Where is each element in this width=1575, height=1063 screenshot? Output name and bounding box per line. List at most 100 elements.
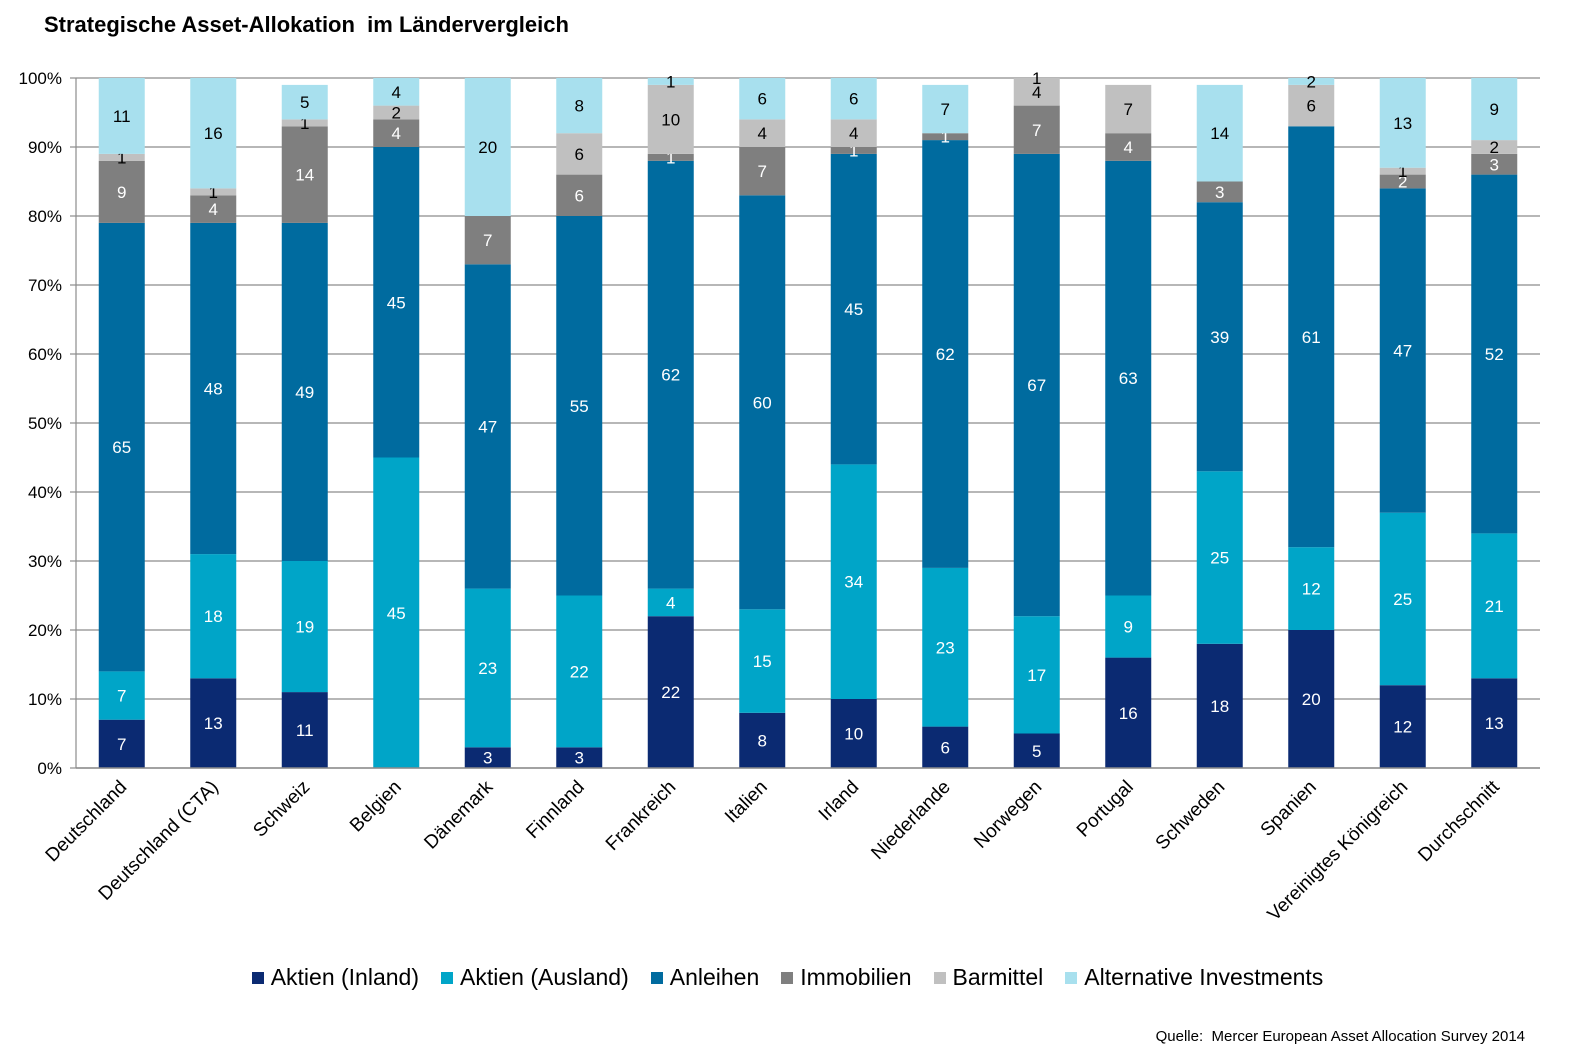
- bar-segment: [464, 588, 511, 748]
- bar-segment: [830, 699, 877, 768]
- bar-segment: [647, 160, 694, 589]
- y-tick-label: 100%: [19, 69, 62, 88]
- data-label: 21: [1485, 597, 1504, 616]
- bar-segment: [1105, 160, 1152, 596]
- data-label: 10: [661, 110, 680, 129]
- legend-label: Aktien (Ausland): [460, 964, 629, 990]
- bar-segment: [830, 78, 877, 120]
- bar-segment: [1471, 533, 1518, 679]
- legend-label: Aktien (Inland): [270, 964, 419, 990]
- data-label: 5: [300, 93, 309, 112]
- bar-segment: [1379, 167, 1426, 175]
- bar-segment: [1196, 202, 1243, 472]
- data-label: 65: [112, 438, 131, 457]
- data-label: 5: [1032, 742, 1041, 761]
- bar-segment: [190, 678, 237, 768]
- bar-segment: [1013, 733, 1060, 768]
- y-tick-label: 20%: [28, 621, 62, 640]
- data-label: 8: [575, 97, 584, 116]
- data-label: 47: [1393, 342, 1412, 361]
- data-label: 4: [666, 593, 675, 612]
- data-label: 25: [1393, 590, 1412, 609]
- data-label: 48: [204, 380, 223, 399]
- legend-swatch: [251, 971, 264, 984]
- x-tick-label: Niederlande: [867, 777, 954, 864]
- data-label: 6: [849, 90, 858, 109]
- bar-segment: [190, 195, 237, 223]
- legend-item: Barmittel: [933, 964, 1043, 991]
- x-tick-label: Frankreich: [602, 777, 680, 855]
- x-tick-label: Spanien: [1257, 777, 1321, 841]
- bar-segment: [373, 78, 420, 106]
- bar-segment: [1105, 84, 1152, 134]
- data-label: 39: [1210, 328, 1229, 347]
- bar-segment: [739, 712, 786, 768]
- legend-item: Anleihen: [650, 964, 760, 991]
- bar-segment: [373, 119, 420, 147]
- x-tick-label: Dänemark: [420, 776, 497, 853]
- legend-swatch: [441, 971, 453, 984]
- data-label: 22: [570, 662, 589, 681]
- bar-segment: [1013, 78, 1060, 106]
- bar-segment: [647, 84, 694, 154]
- data-label: 11: [113, 107, 131, 126]
- legend-swatch: [1065, 971, 1078, 984]
- data-label: 14: [295, 166, 314, 185]
- chart-title: Strategische Asset-Allokation im Länderv…: [44, 12, 569, 37]
- bar-segment: [1471, 78, 1518, 141]
- data-label: 62: [936, 345, 955, 364]
- bar-segment: [830, 464, 877, 699]
- bar-segment: [464, 264, 511, 589]
- legend-swatch: [933, 971, 946, 984]
- data-label: 6: [575, 145, 584, 164]
- data-label: 9: [1490, 100, 1499, 119]
- data-label: 9: [117, 183, 126, 202]
- data-label: 45: [387, 604, 406, 623]
- legend-label: Anleihen: [669, 964, 760, 990]
- bar-segment: [281, 222, 328, 561]
- bar-segment: [556, 747, 603, 768]
- x-tick-label: Finnland: [522, 777, 588, 843]
- data-label: 10: [844, 725, 863, 744]
- bar-segment: [190, 78, 237, 189]
- data-label: 2: [1490, 138, 1499, 157]
- data-label: 2: [1307, 72, 1316, 91]
- y-tick-label: 0%: [37, 759, 62, 778]
- data-label: 20: [478, 138, 497, 157]
- data-label: 4: [392, 124, 401, 143]
- bar-segment: [1471, 153, 1518, 175]
- data-label: 4: [1032, 83, 1041, 102]
- stacked-bar-chart: 0%10%20%30%40%50%60%70%80%90%100%7765911…: [19, 69, 1540, 925]
- data-label: 1: [1032, 69, 1041, 88]
- bar-segment: [922, 84, 969, 134]
- bar-segment: [281, 561, 328, 693]
- data-label: 6: [758, 90, 767, 109]
- x-tick-label: Norwegen: [970, 777, 1046, 853]
- bar-segment: [922, 133, 969, 141]
- data-label: 63: [1119, 369, 1138, 388]
- x-tick-label: Irland: [815, 777, 863, 825]
- bar-segment: [1379, 78, 1426, 168]
- data-label: 49: [295, 383, 314, 402]
- y-tick-label: 70%: [28, 276, 62, 295]
- bar-segment: [1196, 643, 1243, 768]
- bar-segment: [281, 692, 328, 768]
- bar-segment: [1013, 105, 1060, 154]
- x-tick-label: Belgien: [346, 777, 406, 837]
- x-tick-label: Italien: [721, 777, 772, 828]
- data-label: 7: [758, 162, 767, 181]
- bar-segment: [373, 147, 420, 458]
- legend-label: Immobilien: [800, 964, 912, 990]
- y-tick-label: 40%: [28, 483, 62, 502]
- bar-segment: [647, 153, 694, 161]
- data-label: 1: [1398, 162, 1407, 181]
- data-label: 1: [849, 141, 858, 160]
- bar-segment: [830, 147, 877, 154]
- data-label: 4: [758, 124, 767, 143]
- data-label: 4: [209, 200, 218, 219]
- bar-segment: [464, 747, 511, 768]
- data-label: 7: [941, 100, 950, 119]
- data-label: 16: [204, 124, 223, 143]
- data-label: 8: [758, 731, 767, 750]
- bar-segment: [1013, 616, 1060, 734]
